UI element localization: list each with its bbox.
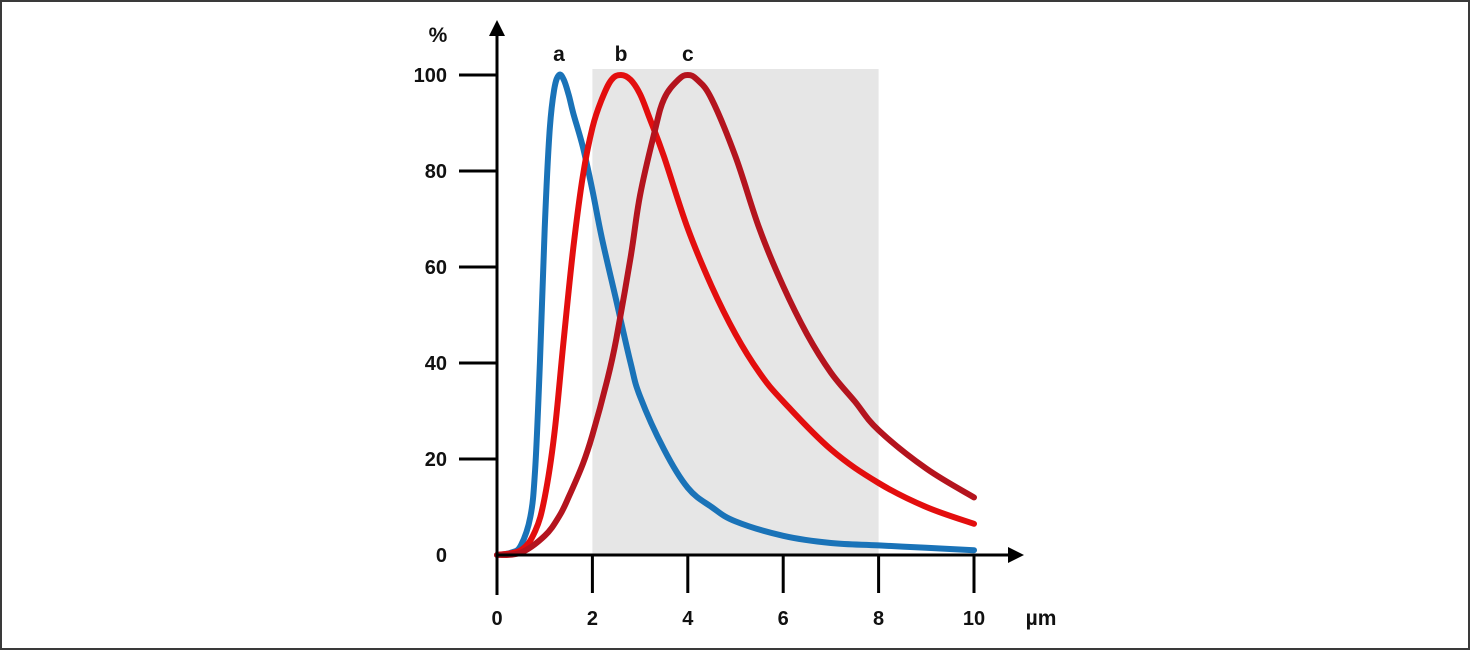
series-label-b: b	[615, 43, 628, 66]
x-tick-label-6: 6	[778, 608, 789, 630]
series-line-c	[494, 72, 977, 558]
highlight-band-layer	[592, 69, 879, 555]
y-tick-label-60: 60	[425, 257, 447, 279]
series-line-b	[494, 72, 977, 558]
y-tick-label-0: 0	[436, 545, 447, 567]
series-label-a: a	[553, 43, 565, 66]
axis-layer	[459, 20, 1024, 595]
y-tick-label-20: 20	[425, 449, 447, 471]
y-tick-label-80: 80	[425, 161, 447, 183]
series-line-a	[494, 71, 977, 558]
series-label-c: c	[682, 43, 694, 66]
series-layer	[494, 71, 977, 558]
x-tick-label-0: 0	[491, 608, 502, 630]
y-tick-label-40: 40	[425, 353, 447, 375]
y-tick-label-100: 100	[414, 65, 447, 87]
highlight-band	[592, 69, 879, 555]
x-tick-label-4: 4	[682, 608, 694, 630]
x-tick-label-8: 8	[873, 608, 884, 630]
x-tick-label-2: 2	[587, 608, 598, 630]
x-tick-label-10: 10	[963, 608, 985, 630]
y-axis-label: %	[429, 24, 448, 47]
x-axis-label: µm	[1026, 607, 1057, 630]
y-axis-arrow	[489, 20, 505, 36]
x-axis-arrow	[1008, 547, 1024, 563]
label-layer: a b c 0 20 40 60 80 100 0 2 4 6 8 10% µm	[414, 24, 1057, 630]
